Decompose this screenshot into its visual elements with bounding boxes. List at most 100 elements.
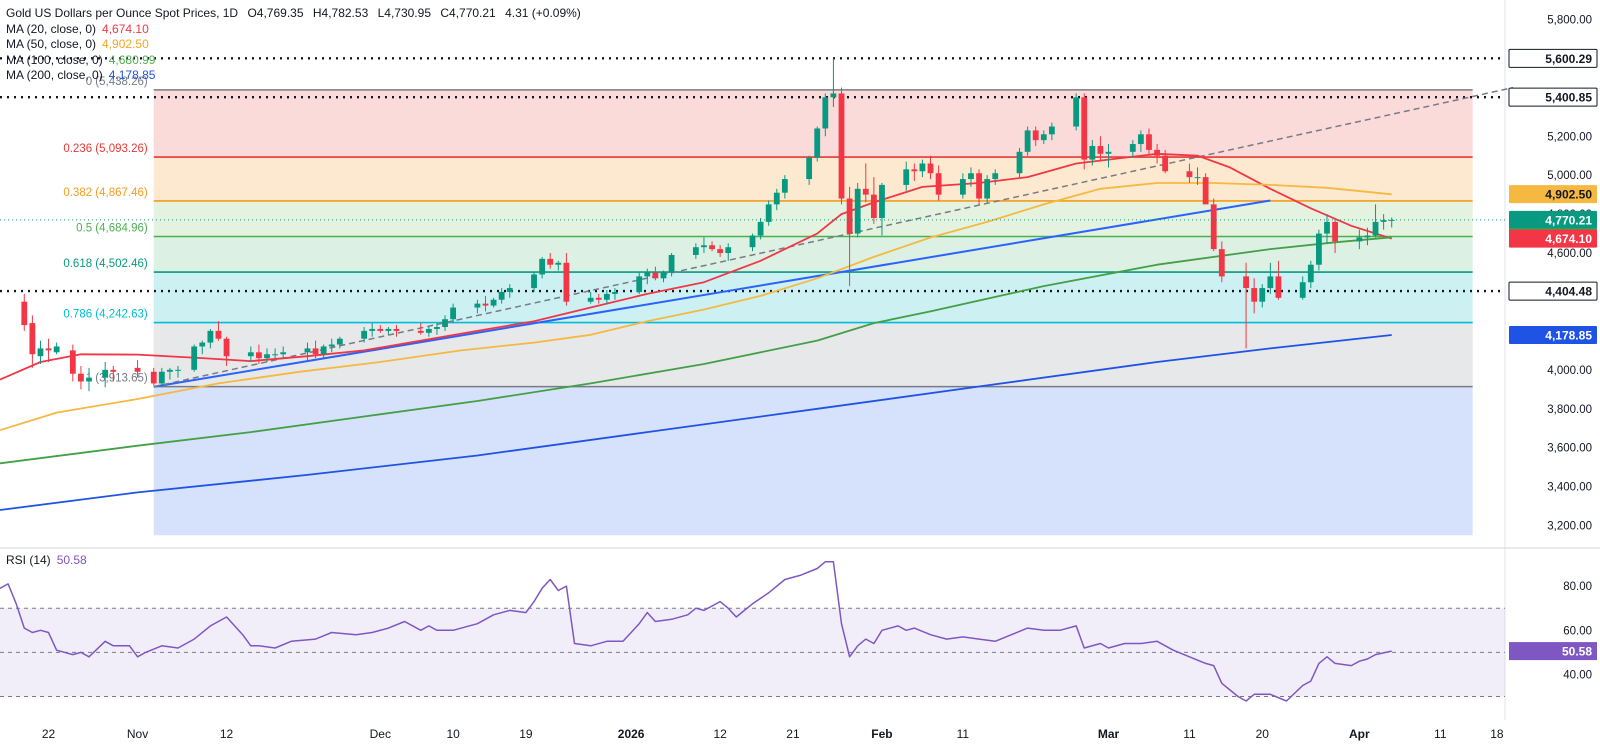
trendlines [153, 86, 1514, 388]
candle [425, 327, 432, 337]
candle-body [603, 293, 610, 300]
candle [531, 272, 537, 292]
candle-body [612, 291, 618, 294]
candle-body [1332, 221, 1338, 242]
candle [320, 344, 327, 359]
fib-zone-0 [153, 89, 1473, 158]
candle-body [652, 272, 659, 279]
x-tick-label: 22 [42, 727, 56, 741]
x-tick-label: Apr [1349, 727, 1370, 741]
candle-body [1154, 149, 1160, 156]
candle [1146, 128, 1152, 156]
price-label-box [1508, 87, 1598, 107]
candle-body [717, 249, 724, 254]
candle-body [709, 245, 715, 250]
candle-body [102, 369, 109, 378]
candle [361, 327, 368, 343]
candle [709, 241, 715, 252]
candle-body [280, 352, 287, 355]
candle [1024, 126, 1031, 156]
price-label-text: 5,600.29 [1545, 52, 1592, 66]
candle [773, 188, 780, 211]
rsi-y-tick: 40.00 [1563, 669, 1592, 681]
blue-trendline [153, 199, 1271, 388]
candle [175, 365, 181, 378]
candle [822, 93, 829, 137]
candle [1324, 214, 1330, 244]
fib-label-0: 0 (5,438.26) [86, 76, 148, 88]
candle-body [725, 247, 732, 254]
price-label-text: 4,770.21 [1545, 213, 1592, 227]
candle-body [1194, 177, 1201, 179]
x-tick-label: Feb [871, 727, 892, 741]
candle [765, 200, 772, 226]
candle [385, 327, 392, 335]
candle-body [377, 328, 384, 331]
candle-body [385, 328, 392, 331]
candle-body [506, 288, 513, 292]
rsi-title: RSI (14) [6, 553, 51, 567]
candle-body [1162, 155, 1169, 172]
candle-body [256, 352, 262, 359]
candle-body [150, 371, 157, 384]
price-label-text: 5,400.85 [1545, 91, 1592, 105]
candle-body [644, 272, 651, 277]
candle-body [595, 297, 602, 300]
candle-body [984, 179, 991, 199]
candle [595, 293, 602, 304]
ma50-line [0, 182, 1392, 432]
candle-body [814, 128, 821, 158]
candle-body [264, 354, 270, 359]
candle-body [870, 194, 877, 218]
candle-body [328, 344, 335, 347]
candle [1259, 284, 1266, 308]
x-tick-label: Dec [370, 727, 391, 741]
y-tick-label: 3,600.00 [1547, 443, 1592, 455]
candle [1364, 227, 1371, 246]
fib-zone-0.5 [153, 236, 1473, 273]
candle-body [1251, 288, 1258, 302]
candle-body [1105, 151, 1112, 154]
candle-body [701, 245, 707, 248]
fib-zone-0.382 [153, 200, 1473, 237]
candle-body [199, 342, 206, 347]
candle-body [1388, 219, 1395, 221]
candle [102, 362, 109, 388]
candle [539, 256, 546, 279]
candle-body [1259, 288, 1266, 302]
price-label-box [1509, 185, 1597, 204]
candle [984, 175, 991, 203]
candle-body [587, 297, 594, 302]
candle [110, 365, 117, 382]
candle-body [959, 179, 966, 195]
candle-body [1137, 134, 1144, 145]
candle [879, 182, 885, 236]
candle [304, 342, 311, 361]
x-tick-label: 11 [1183, 727, 1196, 741]
candle-body [442, 319, 448, 327]
candle-body [773, 192, 780, 205]
candle [1032, 126, 1039, 146]
fib-label-0.786: 0.786 (4,242.63) [63, 309, 148, 321]
candle [587, 291, 594, 304]
candle-body [968, 173, 974, 180]
candle [377, 325, 384, 333]
candle-body [531, 274, 537, 289]
candle-body [692, 247, 699, 255]
candle-body [854, 188, 861, 234]
candle-body [1364, 235, 1371, 238]
candle [158, 367, 165, 388]
candle [167, 367, 173, 380]
x-tick-label: Mar [1098, 727, 1120, 741]
candle [417, 323, 424, 335]
candle [1105, 144, 1112, 168]
candle-body [757, 221, 764, 236]
candle-body [911, 169, 918, 172]
candle [830, 58, 837, 108]
candle-body [1210, 204, 1217, 250]
candle-body [320, 346, 327, 355]
rsi-legend: RSI (14) 50.58 [6, 553, 87, 567]
candle-body [498, 291, 505, 300]
ma100-line [0, 236, 1392, 465]
